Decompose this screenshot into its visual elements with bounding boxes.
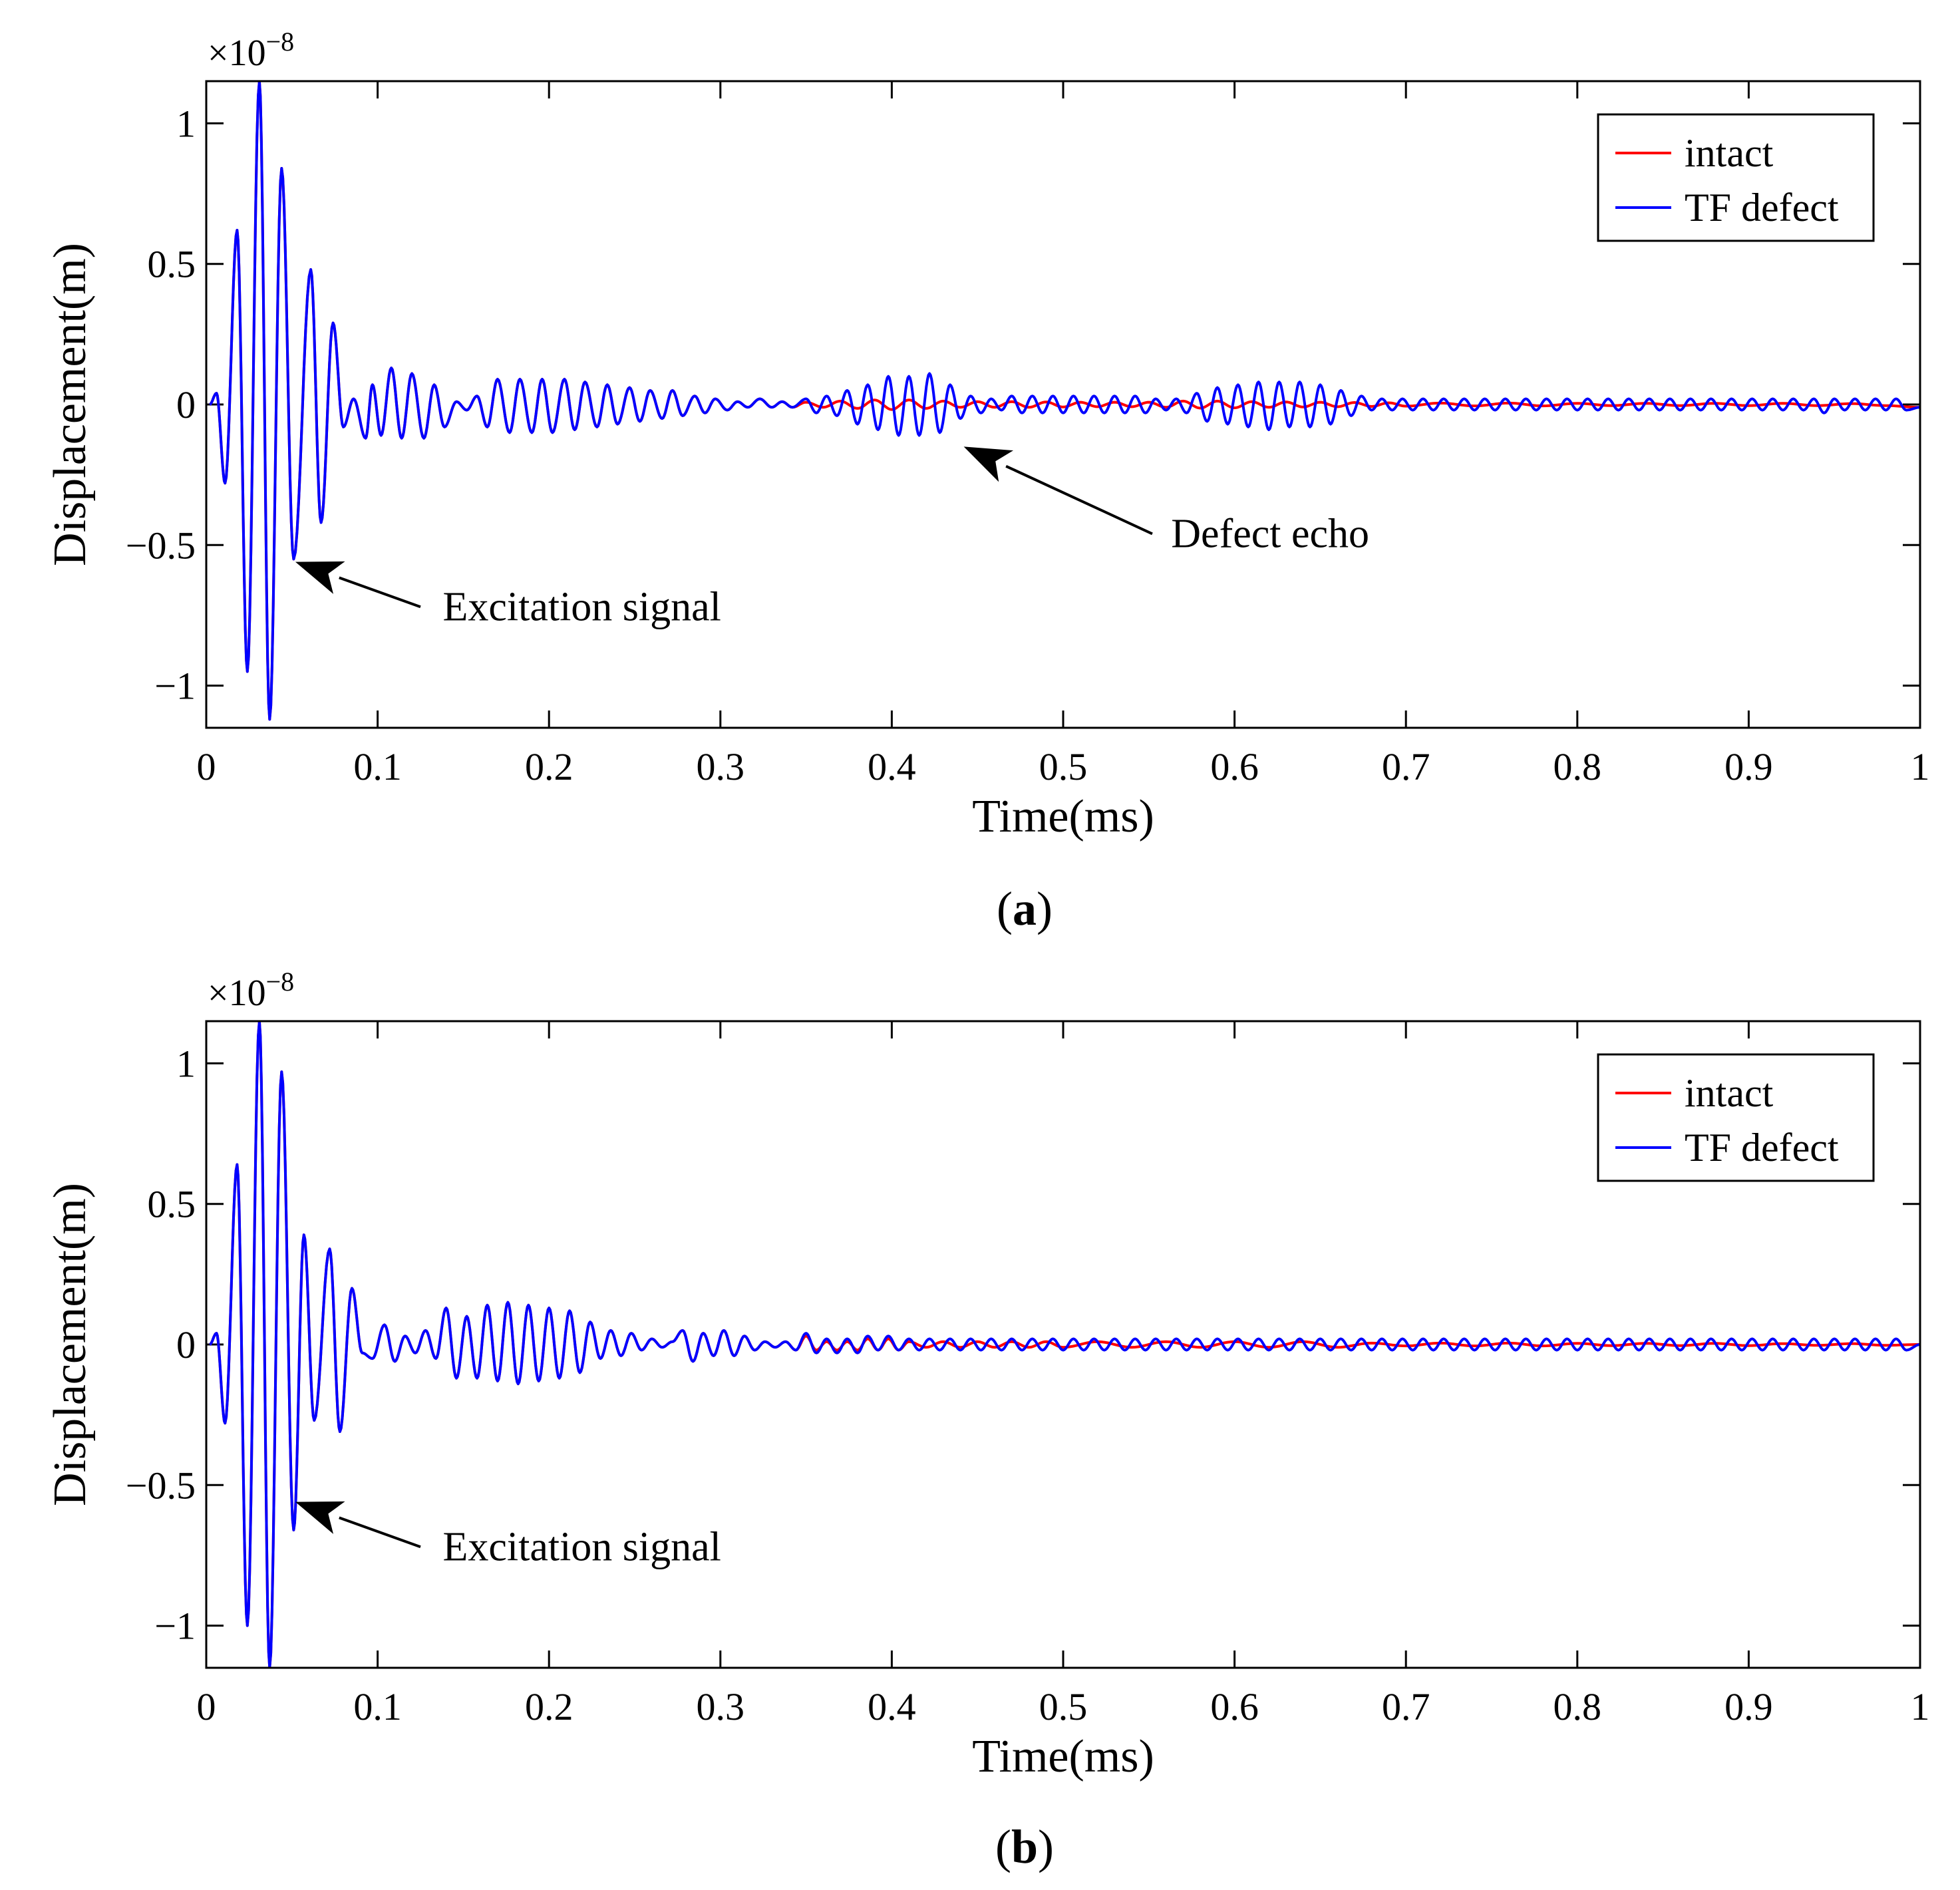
annotation-arrowhead (295, 1501, 345, 1534)
panel-label-close-a: ) (1037, 882, 1053, 935)
panel-label-a: (a) (997, 882, 1053, 935)
legend-label-tf-defect-b: TF defect (1685, 1126, 1839, 1170)
y-tick-labels-b: 1 0.5 0 −0.5 −1 (126, 1042, 196, 1647)
x-axis-label-a: Time(ms) (972, 791, 1154, 842)
panel-label-close-b: ) (1038, 1820, 1054, 1873)
x-tick-label: 0.2 (525, 745, 573, 788)
y-tick-labels-a: 1 0.5 0 −0.5 −1 (126, 102, 196, 707)
x-tick-label: 0.2 (525, 1685, 573, 1728)
annotation-excitation-a: Excitation signal (295, 561, 721, 629)
x-tick-labels-b: 0 0.1 0.2 0.3 0.4 0.5 0.6 0.7 0.8 0.9 1 (197, 1685, 1930, 1728)
legend-label-intact-b: intact (1685, 1071, 1774, 1115)
x-tick-label: 0.5 (1039, 1685, 1088, 1728)
x-tick-label: 0.6 (1210, 1685, 1259, 1728)
x-tick-label: 0.8 (1553, 745, 1602, 788)
tick-marks-a (205, 81, 1921, 728)
exponent-power-a: −8 (266, 27, 295, 57)
y-axis-label-b: Displacement(m) (45, 1183, 96, 1506)
y-tick-label: 0.5 (148, 243, 196, 286)
exponent-base-b: ×10 (208, 973, 266, 1014)
annotation-arrow-line (339, 1516, 421, 1549)
x-tick-label: 0.9 (1724, 1685, 1773, 1728)
x-tick-labels-a: 0 0.1 0.2 0.3 0.4 0.5 0.6 0.7 0.8 0.9 1 (197, 745, 1930, 788)
x-tick-label: 0.7 (1382, 745, 1430, 788)
y-tick-label: 0 (176, 1323, 196, 1366)
annotation-excitation-b: Excitation signal (295, 1501, 721, 1569)
exponent-label-b: ×10−8 (208, 967, 294, 1014)
x-tick-label: 0.1 (353, 745, 402, 788)
legend-box-a (1597, 113, 1875, 242)
x-tick-label: 0.9 (1724, 745, 1773, 788)
y-tick-label: −1 (154, 1605, 196, 1648)
x-tick-label: 0.4 (868, 1685, 916, 1728)
x-tick-label: 0.6 (1210, 745, 1259, 788)
exponent-power-b: −8 (266, 967, 295, 997)
y-axis-label-a: Displacement(m) (45, 243, 96, 566)
x-tick-label: 0.3 (697, 745, 745, 788)
annotation-arrowhead (295, 561, 345, 594)
panel-label-b: (b) (995, 1820, 1054, 1873)
x-tick-label: 0.7 (1382, 1685, 1430, 1728)
x-tick-label: 0.3 (697, 1685, 745, 1728)
annotation-arrow-line (1005, 464, 1153, 536)
annotation-arrow-line (339, 576, 421, 609)
x-tick-label: 0.8 (1553, 1685, 1602, 1728)
y-tick-label: 1 (176, 102, 196, 145)
plot-frame-a (205, 80, 1921, 729)
annotation-defect-echo-a: Defect echo (963, 446, 1369, 556)
y-tick-label: −0.5 (126, 524, 196, 567)
panel-label-open-a: ( (997, 882, 1013, 935)
plot-frame-b (205, 1020, 1921, 1669)
x-tick-label: 1 (1911, 745, 1930, 788)
x-axis-label-b: Time(ms) (972, 1731, 1154, 1782)
annotation-arrowhead (963, 446, 1014, 482)
x-tick-label: 0 (197, 745, 216, 788)
x-tick-label: 0.4 (868, 745, 916, 788)
legend-label-intact-a: intact (1685, 131, 1774, 175)
annotation-text-defect-echo-a: Defect echo (1171, 511, 1369, 556)
legend-b: intact TF defect (1597, 1053, 1875, 1182)
chart-panel-b: 0 0.1 0.2 0.3 0.4 0.5 0.6 0.7 0.8 0.9 1 1 0.5 0 −0.5 −… (45, 967, 1930, 1873)
legend-a: intact TF defect (1597, 113, 1875, 242)
x-tick-label: 1 (1911, 1685, 1930, 1728)
exponent-base-a: ×10 (208, 33, 266, 74)
y-tick-label: −0.5 (126, 1464, 196, 1507)
annotation-text-excitation-b: Excitation signal (442, 1524, 721, 1569)
exponent-label-a: ×10−8 (208, 27, 294, 74)
x-tick-label: 0.1 (353, 1685, 402, 1728)
y-tick-label: 0.5 (148, 1183, 196, 1226)
y-tick-label: 0 (176, 383, 196, 426)
series-line-tf-defect-a (209, 81, 1920, 721)
x-tick-label: 0.5 (1039, 745, 1088, 788)
series-line-tf-defect-b (209, 1021, 1920, 1668)
panel-label-letter-a: a (1013, 882, 1037, 935)
panel-label-open-b: ( (995, 1820, 1011, 1873)
legend-box-b (1597, 1053, 1875, 1182)
y-tick-label: 1 (176, 1042, 196, 1085)
chart-panel-a: 0 0.1 0.2 0.3 0.4 0.5 0.6 0.7 0.8 0.9 1 1 0.5 0 −0.5 −… (45, 27, 1930, 935)
legend-label-tf-defect-a: TF defect (1685, 186, 1839, 230)
panel-label-letter-b: b (1011, 1820, 1038, 1873)
annotation-text-excitation-a: Excitation signal (442, 584, 721, 629)
x-tick-label: 0 (197, 1685, 216, 1728)
tick-marks-b (205, 1021, 1921, 1668)
y-tick-label: −1 (154, 665, 196, 708)
